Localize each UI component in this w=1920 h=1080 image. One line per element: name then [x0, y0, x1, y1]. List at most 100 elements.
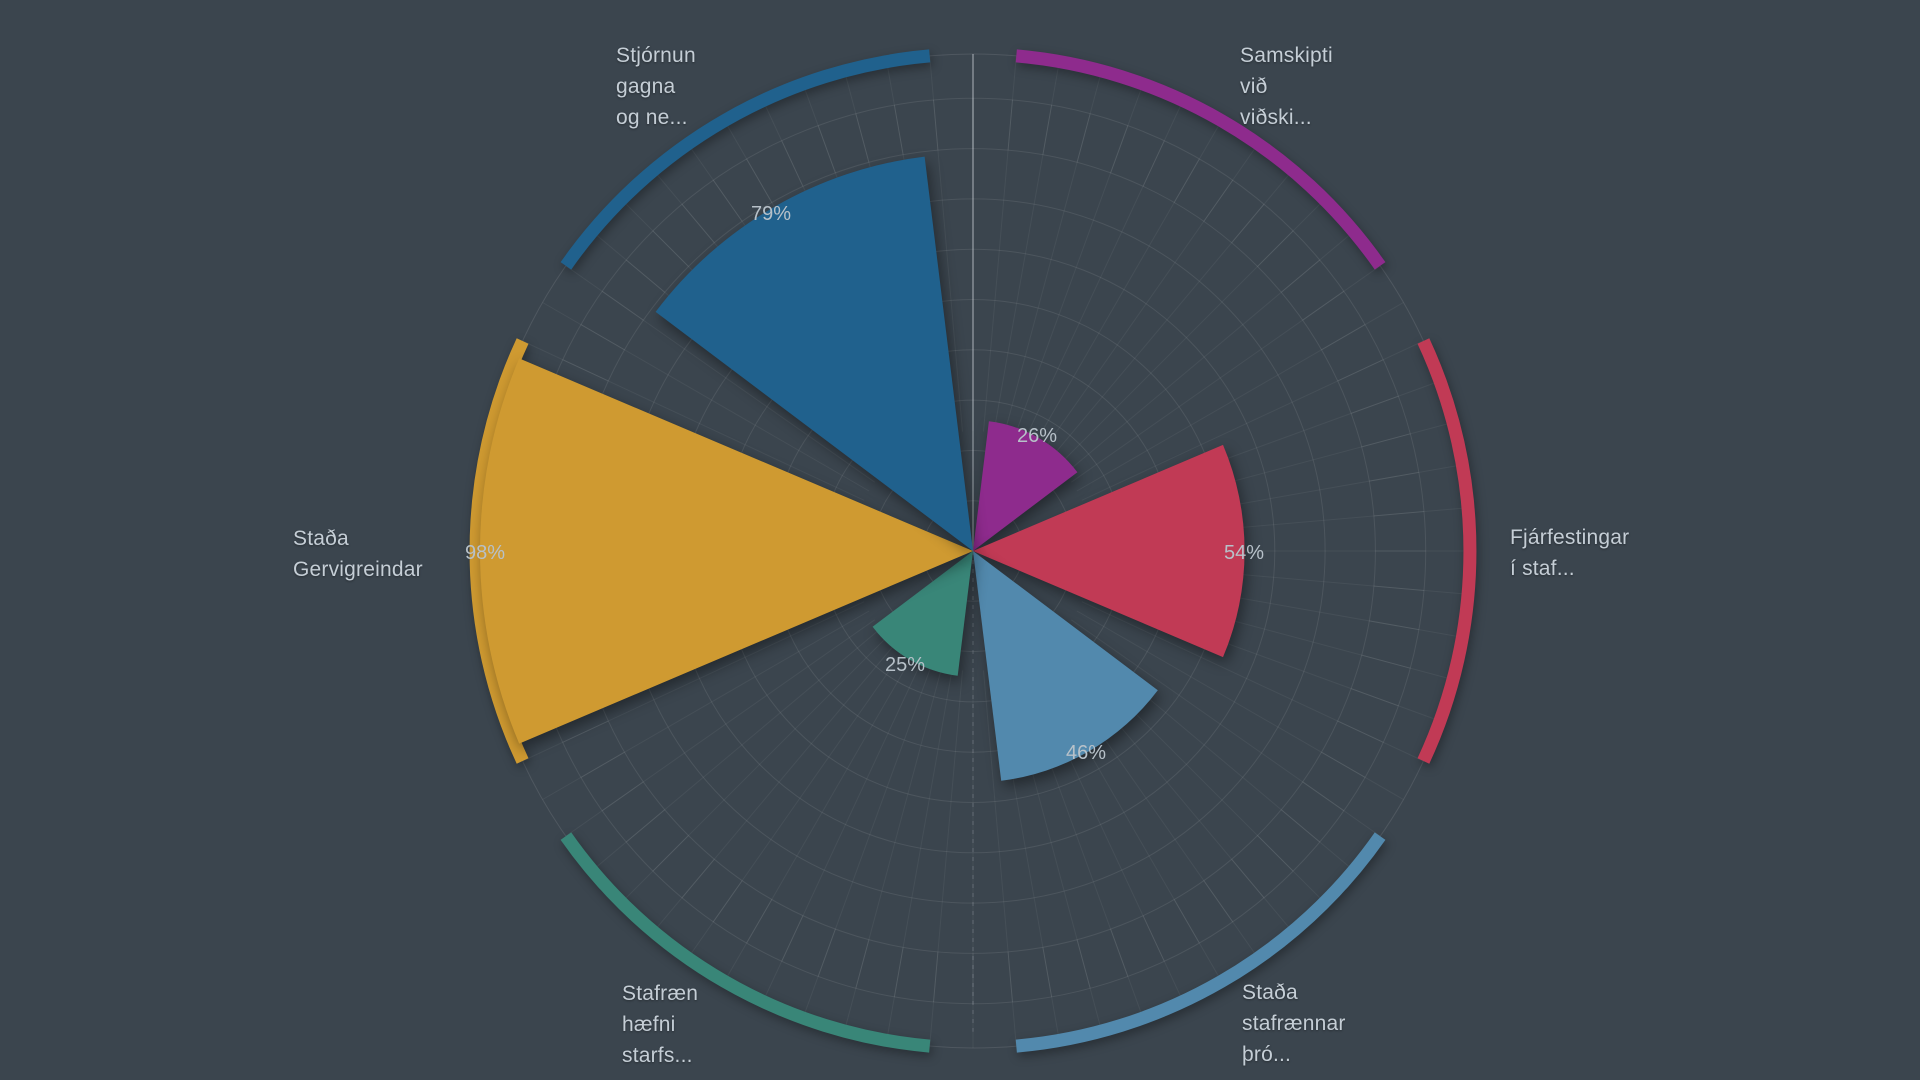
sector-stada-gervigreindar[interactable]	[480, 358, 973, 744]
grid-spoke-outer	[712, 880, 743, 923]
value-label-stada-stafraennar: 46%	[1066, 742, 1106, 764]
grid-spoke-outer	[855, 113, 870, 163]
sector-stafraen-haefni[interactable]	[872, 551, 973, 676]
grid-spoke	[1013, 83, 1144, 439]
grid-spoke-outer	[1369, 620, 1419, 631]
grid-spoke-outer	[1321, 751, 1366, 778]
grid-spoke	[724, 654, 914, 982]
grid-spoke-outer	[1076, 113, 1091, 163]
grid-spoke	[1076, 610, 1404, 800]
grid-spoke-outer	[893, 105, 904, 155]
grid-spoke	[1071, 265, 1381, 483]
outer-arc-samskipti	[1015, 49, 1386, 270]
grid-spoke	[1081, 340, 1424, 501]
outer-arc-stafraen-haefni	[560, 832, 931, 1053]
grid-spoke-outer	[1361, 654, 1411, 669]
grid-spoke-outer	[1231, 203, 1265, 244]
grid-spoke	[762, 659, 923, 1002]
grid-spoke	[1081, 601, 1424, 762]
value-label-stjornun-gagna: 79%	[751, 203, 791, 225]
grid-spoke	[621, 635, 889, 903]
grid-spoke-outer	[625, 809, 666, 843]
grid-spoke-outer	[1173, 899, 1200, 944]
outer-arc-fjarfestingar	[1417, 338, 1477, 764]
value-label-stafraen-haefni: 25%	[885, 654, 925, 676]
grid-spoke-outer	[1042, 947, 1053, 997]
grid-spoke-outer	[712, 179, 743, 222]
sector-stada-stafraennar[interactable]	[973, 551, 1158, 781]
grid-spoke	[983, 670, 1017, 1047]
grid-spoke	[522, 601, 865, 762]
grid-spoke-outer	[933, 99, 939, 151]
grid-spoke-outer	[1007, 951, 1013, 1003]
category-label-stada-gervigreindar: Staða Gervigreindar	[293, 527, 423, 581]
grid-spoke-outer	[1257, 230, 1294, 267]
grid-spoke	[993, 61, 1060, 433]
grid-spoke-outer	[1280, 809, 1321, 843]
grid-spoke-outer	[893, 947, 904, 997]
grid-spoke-outer	[817, 928, 836, 977]
grid-spoke	[1003, 70, 1103, 436]
grid-spoke	[522, 340, 865, 501]
grid-spoke-outer	[781, 915, 804, 962]
grid-spoke-outer	[562, 359, 609, 382]
grid-spoke	[802, 663, 933, 1019]
category-label-stada-stafraennar: Staða stafrænnar þró...	[1242, 981, 1346, 1066]
category-label-fjarfestingar: Fjárfestingar í staf...	[1510, 526, 1630, 580]
grid-spoke	[929, 670, 963, 1047]
grid-spoke	[1064, 231, 1355, 475]
grid-spoke-outer	[1257, 835, 1294, 872]
grid-spoke-outer	[1110, 928, 1129, 977]
grid-spoke	[1032, 120, 1222, 448]
grid-spoke-outer	[746, 158, 773, 203]
sector-samskipti[interactable]	[973, 421, 1078, 551]
grid-spoke-outer	[681, 858, 715, 899]
grid-spoke	[591, 627, 882, 871]
grid-spoke-outer	[1350, 395, 1399, 414]
grid-spoke-outer	[1203, 179, 1234, 222]
grid-spoke-outer	[652, 230, 689, 267]
grid-spoke-outer	[1280, 259, 1321, 293]
grid-spoke-outer	[1231, 858, 1265, 899]
grid-spoke	[542, 610, 870, 800]
value-label-fjarfestingar: 54%	[1224, 542, 1264, 564]
grid-spoke-outer	[580, 751, 625, 778]
grid-spoke-outer	[580, 324, 625, 351]
grid-spoke-outer	[781, 140, 804, 187]
grid-spoke-outer	[1361, 433, 1411, 448]
grid-spoke-outer	[625, 259, 666, 293]
grid-spoke-outer	[933, 951, 939, 1003]
grid-spoke	[983, 55, 1017, 432]
category-label-samskipti: Samskipti við viðski...	[1240, 44, 1333, 129]
grid-spoke-outer	[1076, 939, 1091, 989]
grid-spoke	[1023, 100, 1184, 443]
grid-spoke	[565, 265, 875, 483]
category-label-stafraen-haefni: Stafræn hæfni starfs...	[622, 982, 699, 1067]
grid-spoke	[1057, 199, 1325, 467]
grid-spoke	[542, 302, 870, 492]
sector-stjornun-gagna[interactable]	[655, 156, 973, 551]
value-label-samskipti: 26%	[1017, 425, 1057, 447]
outer-arc-stada-gervigreindar	[469, 338, 529, 764]
grid-spoke-outer	[1042, 105, 1053, 155]
grid-spoke-outer	[1302, 290, 1345, 321]
grid-spoke-outer	[601, 290, 644, 321]
grid-spoke-outer	[1007, 99, 1013, 151]
grid-spoke-outer	[855, 939, 870, 989]
grid-spoke-outer	[1337, 720, 1384, 743]
grid-spoke	[1076, 302, 1404, 492]
grid-spoke-outer	[1203, 880, 1234, 923]
grid-spoke-outer	[746, 899, 773, 944]
sector-fjarfestingar[interactable]	[973, 444, 1245, 658]
grid-spoke-outer	[652, 835, 689, 872]
grid-spoke-outer	[601, 781, 644, 812]
grid-spoke-outer	[1142, 140, 1165, 187]
grid-spoke-outer	[1142, 915, 1165, 962]
grid-spoke-outer	[1173, 158, 1200, 203]
grid-spoke-outer	[1373, 511, 1425, 517]
grid-spoke	[1071, 619, 1381, 837]
grid-spoke-outer	[1302, 781, 1345, 812]
grid-spoke-outer	[1337, 359, 1384, 382]
grid-spoke	[886, 669, 953, 1041]
